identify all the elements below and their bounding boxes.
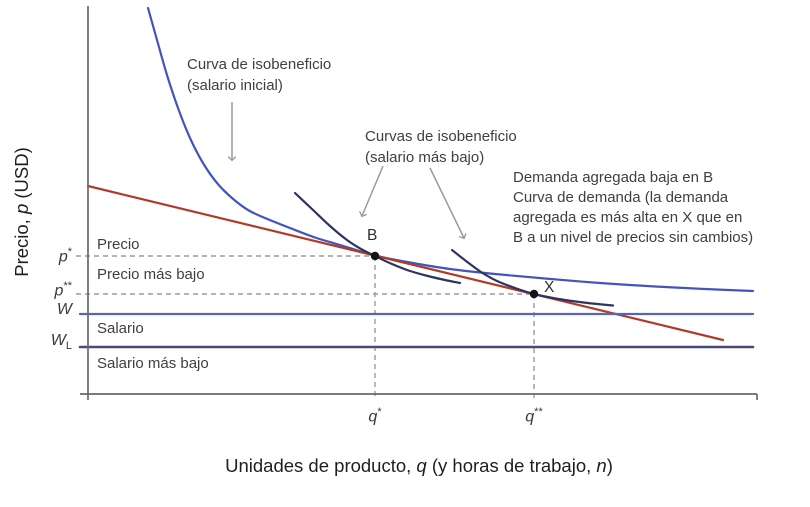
- annotation-isoprofit-initial: Curva de isobeneficio (salario inicial): [187, 54, 331, 96]
- annotation-demand: Demanda agregada baja en B Curva de dema…: [513, 168, 753, 248]
- x-tick-q-star: q*: [368, 406, 382, 426]
- region-label-precio-mas-bajo: Precio más bajo: [97, 266, 205, 283]
- arrow-iso-lower-right: [429, 167, 464, 238]
- annotation-line: Curva de isobeneficio: [187, 56, 332, 73]
- x-tick-q-2star: q**: [525, 406, 543, 426]
- annotation-line: agregada es más alta en X que en: [513, 209, 743, 226]
- y-tick-p-star: p*: [58, 246, 72, 266]
- y-tick-p-2star: p**: [54, 280, 72, 300]
- y-tick-WL: WL: [50, 332, 72, 353]
- isoprofit-curve-initial-wage: [146, 6, 755, 293]
- x-axis-title: Unidades de producto, q (y horas de trab…: [225, 455, 613, 476]
- isoprofit-curve-lower-wage-through-X: [450, 248, 615, 307]
- y-tick-W: W: [56, 301, 72, 318]
- annotation-line: Demanda agregada baja en B: [513, 169, 714, 186]
- region-label-salario: Salario: [97, 320, 144, 337]
- annotation-isoprofit-lower: Curvas de isobeneficio (salario más bajo…: [365, 126, 517, 168]
- annotation-line: Curvas de isobeneficio: [365, 128, 517, 145]
- annotation-line: (salario inicial): [187, 77, 283, 94]
- region-label-precio: Precio: [97, 236, 140, 253]
- point-label-X: X: [544, 279, 555, 296]
- annotation-line: (salario más bajo): [365, 149, 485, 166]
- annotation-line: B a un nivel de precios sin cambios): [513, 229, 754, 246]
- point-label-B: B: [367, 227, 378, 244]
- y-axis-title: Precio, p (USD): [11, 147, 32, 277]
- arrow-iso-lower-left: [362, 165, 384, 216]
- point-B: [370, 251, 380, 261]
- region-label-salario-mas-bajo: Salario más bajo: [97, 355, 209, 372]
- annotation-line: Curva de demanda (la demanda: [513, 189, 729, 206]
- point-X: [529, 289, 539, 299]
